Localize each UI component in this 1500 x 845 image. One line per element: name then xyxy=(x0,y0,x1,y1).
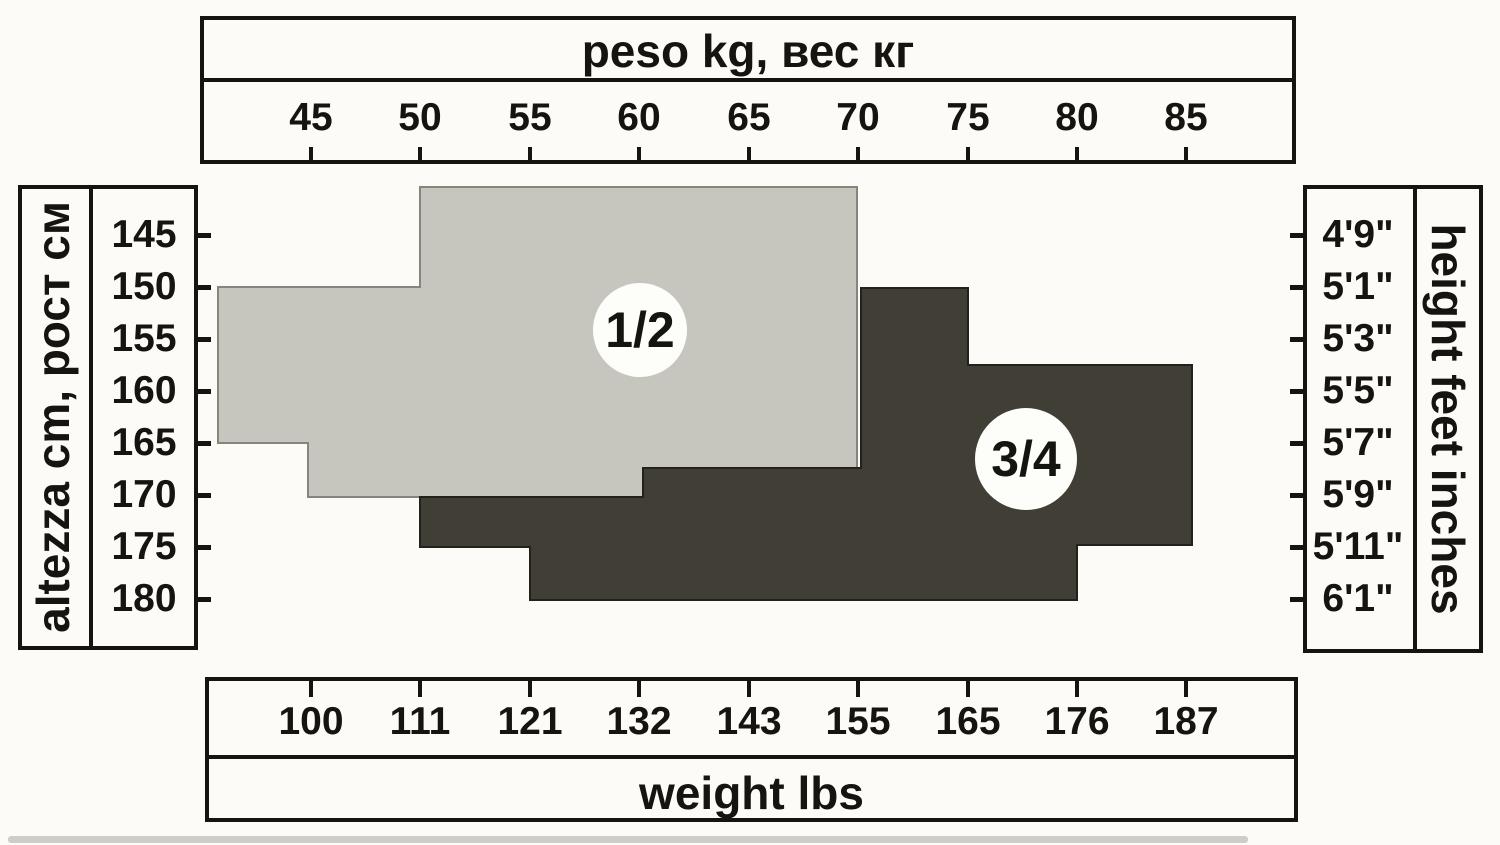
kg-tick xyxy=(1184,147,1188,164)
ft-tick xyxy=(1290,285,1303,290)
lbs-tick xyxy=(418,681,422,697)
cm-tick-label: 175 xyxy=(111,525,177,568)
kg-tick-label: 50 xyxy=(398,96,442,139)
bottom-axis-box xyxy=(205,677,1298,822)
kg-tick xyxy=(966,147,970,164)
kg-tick-label: 75 xyxy=(946,96,990,139)
top-axis-divider xyxy=(200,78,1296,82)
ft-tick xyxy=(1290,493,1303,498)
left-axis-box xyxy=(18,185,198,650)
lbs-tick xyxy=(856,681,860,697)
kg-tick xyxy=(528,147,532,164)
lbs-tick-label: 121 xyxy=(497,700,563,743)
cm-tick xyxy=(198,545,211,550)
ft-tick-label: 5'9" xyxy=(1322,473,1394,516)
ft-tick-label: 5'1" xyxy=(1322,265,1394,308)
lbs-tick-label: 155 xyxy=(825,700,891,743)
ft-tick xyxy=(1290,337,1303,342)
kg-tick-label: 65 xyxy=(727,96,771,139)
lbs-tick-label: 165 xyxy=(935,700,1001,743)
cm-tick xyxy=(198,493,211,498)
right-axis-box xyxy=(1303,185,1483,653)
scan-artifact xyxy=(8,836,1248,843)
ft-tick xyxy=(1290,233,1303,238)
cm-tick-label: 165 xyxy=(111,421,177,464)
ft-tick xyxy=(1290,441,1303,446)
cm-tick xyxy=(198,285,211,290)
ft-tick-label: 5'3" xyxy=(1322,317,1394,360)
kg-tick xyxy=(1075,147,1079,164)
right-axis-divider xyxy=(1413,185,1417,653)
ft-tick-label: 5'11" xyxy=(1312,525,1404,568)
ft-tick-label: 5'5" xyxy=(1322,369,1394,412)
size-badge-1-2-label: 1/2 xyxy=(605,302,675,358)
kg-tick xyxy=(309,147,313,164)
lbs-tick xyxy=(1075,681,1079,697)
size-badge-3-4-label: 3/4 xyxy=(991,431,1061,487)
lbs-tick xyxy=(1184,681,1188,697)
kg-tick xyxy=(747,147,751,164)
cm-tick xyxy=(198,389,211,394)
kg-tick-label: 80 xyxy=(1055,96,1099,139)
lbs-axis-title: weight lbs xyxy=(639,767,864,819)
kg-tick xyxy=(637,147,641,164)
lbs-tick-label: 176 xyxy=(1044,700,1110,743)
size-region-3-4 xyxy=(419,287,1193,601)
lbs-tick xyxy=(637,681,641,697)
cm-tick-label: 150 xyxy=(111,265,177,308)
kg-tick-label: 55 xyxy=(508,96,552,139)
ft-tick xyxy=(1290,597,1303,602)
lbs-tick-label: 143 xyxy=(716,700,782,743)
cm-tick-label: 155 xyxy=(111,317,177,360)
cm-tick xyxy=(198,233,211,238)
ft-tick-label: 6'1" xyxy=(1322,577,1394,620)
ft-tick-label: 4'9" xyxy=(1322,213,1394,256)
kg-axis-title: peso kg, вес кг xyxy=(581,25,915,77)
lbs-tick xyxy=(966,681,970,697)
lbs-tick xyxy=(528,681,532,697)
ft-tick xyxy=(1290,389,1303,394)
kg-tick-label: 60 xyxy=(617,96,661,139)
lbs-tick-label: 187 xyxy=(1153,700,1219,743)
size-badge-1-2-circle xyxy=(593,283,687,377)
size-region-1-2 xyxy=(217,186,858,498)
lbs-tick-label: 132 xyxy=(606,700,672,743)
lbs-tick-label: 111 xyxy=(389,700,451,743)
cm-tick xyxy=(198,337,211,342)
cm-tick xyxy=(198,597,211,602)
ft-tick xyxy=(1290,545,1303,550)
lbs-tick xyxy=(309,681,313,697)
left-axis-divider xyxy=(89,185,93,650)
cm-tick-label: 145 xyxy=(111,213,177,256)
ft-axis-title: height feet inches xyxy=(1422,223,1474,615)
ft-tick-label: 5'7" xyxy=(1322,421,1394,464)
kg-tick-label: 70 xyxy=(836,96,880,139)
cm-tick xyxy=(198,441,211,446)
size-badge-3-4-circle xyxy=(975,408,1077,510)
cm-axis-title: altezza cm, рост см xyxy=(27,201,79,633)
cm-tick-label: 170 xyxy=(111,473,177,516)
lbs-tick-label: 100 xyxy=(278,700,344,743)
cm-tick-label: 160 xyxy=(111,369,177,412)
kg-tick-label: 45 xyxy=(289,96,333,139)
cm-tick-label: 180 xyxy=(111,577,177,620)
kg-tick-label: 85 xyxy=(1164,96,1208,139)
kg-tick xyxy=(418,147,422,164)
kg-tick xyxy=(856,147,860,164)
lbs-tick xyxy=(747,681,751,697)
bottom-axis-divider xyxy=(205,755,1298,759)
